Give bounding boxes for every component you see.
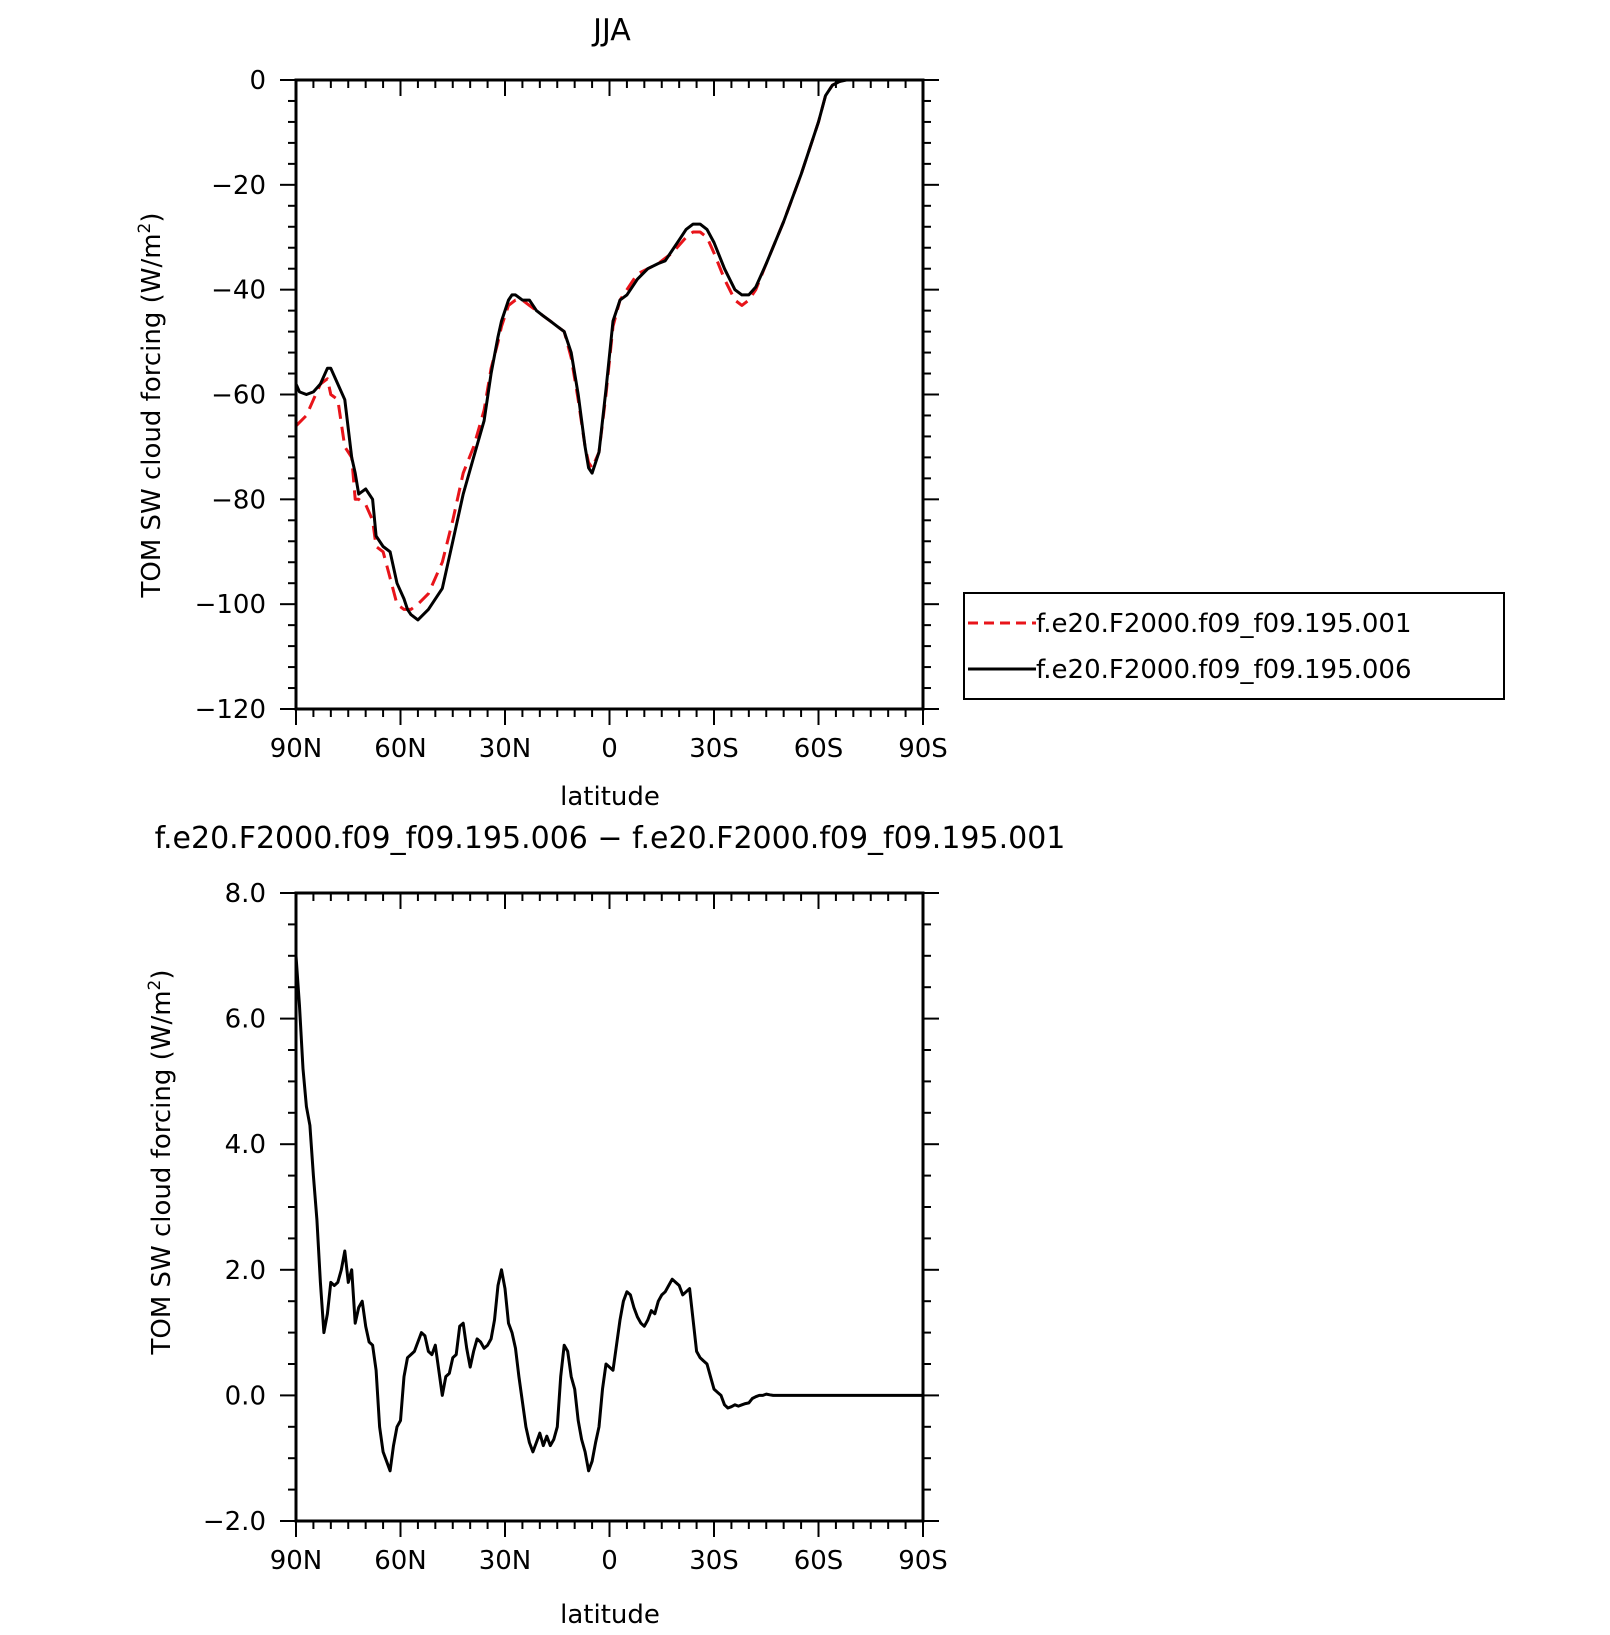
y-tick-label: 0 [249, 66, 266, 96]
x-tick-label: 90S [898, 1546, 948, 1576]
plot-frame [294, 78, 925, 711]
legend-label-006: f.e20.F2000.f09_f09.195.006 [1036, 655, 1412, 685]
x-tick-label: 90S [898, 734, 948, 764]
plot-frame [294, 891, 925, 1523]
x-tick-label: 30S [689, 734, 739, 764]
top-x-axis-title: latitude [560, 782, 660, 812]
y-tick-label: 8.0 [225, 879, 266, 909]
y-tick-label: −2.0 [203, 1507, 266, 1537]
x-tick-label: 90N [270, 1546, 323, 1576]
bottom-plot-area: 90N 60N 30N 0 30S 60S 90S 8.0 6.0 4.0 2.0 0.0 −2.0 [203, 879, 948, 1576]
y-tick-label: −100 [195, 590, 266, 620]
x-tick-label: 90N [270, 734, 323, 764]
y-tick-label: −60 [211, 381, 266, 411]
y-tick-label: −20 [211, 171, 266, 201]
series-line-1-2 [296, 80, 923, 622]
top-y-axis-title: TOM SW cloud forcing (W/m2) [135, 212, 167, 598]
top-legend: f.e20.F2000.f09_f09.195.001 f.e20.F2000.… [963, 592, 1505, 700]
y-tick-label: −120 [195, 695, 266, 725]
y-tick-label: 4.0 [225, 1130, 266, 1160]
series-line-2-1 [296, 955, 923, 1473]
y-tick-label: −80 [211, 485, 266, 515]
x-tick-label: 30N [479, 1546, 532, 1576]
bottom-y-axis-title: TOM SW cloud forcing (W/m2) [145, 969, 177, 1355]
x-tick-label: 0 [601, 1546, 618, 1576]
x-tick-label: 30S [689, 1546, 739, 1576]
top-plot-title: JJA [591, 13, 631, 48]
y-tick-label: 0.0 [225, 1381, 266, 1411]
bottom-x-axis-title: latitude [560, 1600, 660, 1630]
legend-box [963, 592, 1505, 700]
bottom-panel: f.e20.F2000.f09_f09.195.006 − f.e20.F200… [145, 821, 1065, 1630]
y-tick-label: −40 [211, 276, 266, 306]
y-tick-label: 2.0 [225, 1256, 266, 1286]
x-tick-label: 0 [601, 734, 618, 764]
x-tick-label: 60S [794, 1546, 844, 1576]
x-tick-label: 60S [794, 734, 844, 764]
x-tick-label: 60N [374, 734, 427, 764]
bottom-plot-title: f.e20.F2000.f09_f09.195.006 − f.e20.F200… [155, 821, 1066, 856]
x-tick-label: 60N [374, 1546, 427, 1576]
top-plot-area: 90N 60N 30N 0 30S 60S 90S 0 −20 −40 −60 −80 −100 −120 [195, 66, 948, 764]
legend-label-001: f.e20.F2000.f09_f09.195.001 [1036, 609, 1412, 639]
x-tick-label: 30N [479, 734, 532, 764]
top-panel: JJA 90N 60N 30N 0 30S 60S 90S 0 −20 −40 −60 −80 −100… [135, 13, 1505, 812]
y-tick-label: 6.0 [225, 1005, 266, 1035]
